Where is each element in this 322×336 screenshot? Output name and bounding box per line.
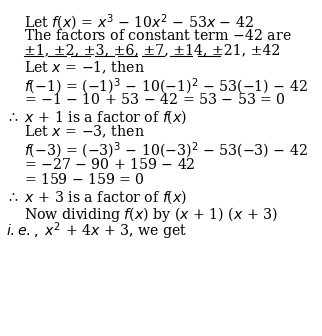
Text: $\therefore$ $x$ + 3 is a factor of $f$($x$): $\therefore$ $x$ + 3 is a factor of $f$(… xyxy=(6,188,187,206)
Text: The factors of constant term $-$42 are: The factors of constant term $-$42 are xyxy=(24,28,292,43)
Text: = 159 $-$ 159 = 0: = 159 $-$ 159 = 0 xyxy=(24,172,145,187)
Text: = $-$1 $-$ 10 + 53 $-$ 42 = 53 $-$ 53 = 0: = $-$1 $-$ 10 + 53 $-$ 42 = 53 $-$ 53 = … xyxy=(24,92,286,107)
Text: ±1, ±2, ±3, ±6, ±7, ±14, ±21, ±42: ±1, ±2, ±3, ±6, ±7, ±14, ±21, ±42 xyxy=(24,44,280,58)
Text: $f$($-$3) = ($-$3)$^3$ $-$ 10($-$3)$^2$ $-$ 53($-$3) $-$ 42: $f$($-$3) = ($-$3)$^3$ $-$ 10($-$3)$^2$ … xyxy=(24,141,308,161)
Text: $f$($-$1) = ($-$1)$^3$ $-$ 10($-$1)$^2$ $-$ 53($-$1) $-$ 42: $f$($-$1) = ($-$1)$^3$ $-$ 10($-$1)$^2$ … xyxy=(24,77,308,97)
Text: Let $x$ = $-$3, then: Let $x$ = $-$3, then xyxy=(24,124,145,140)
Text: Let $f$($x$) = $x^3$ $-$ 10$x^2$ $-$ 53$x$ $-$ 42: Let $f$($x$) = $x^3$ $-$ 10$x^2$ $-$ 53$… xyxy=(24,13,254,33)
Text: Let $x$ = $-$1, then: Let $x$ = $-$1, then xyxy=(24,59,145,76)
Text: $\therefore$ $x$ + 1 is a factor of $f$($x$): $\therefore$ $x$ + 1 is a factor of $f$(… xyxy=(6,108,187,126)
Text: Now dividing $f$($x$) by ($x$ + 1) ($x$ + 3): Now dividing $f$($x$) by ($x$ + 1) ($x$ … xyxy=(24,205,278,224)
Text: $i.e.,$ $x^2$ + 4$x$ + 3, we get: $i.e.,$ $x^2$ + 4$x$ + 3, we get xyxy=(6,220,187,242)
Text: = $-$27 $-$ 90 + 159 $-$ 42: = $-$27 $-$ 90 + 159 $-$ 42 xyxy=(24,157,196,172)
